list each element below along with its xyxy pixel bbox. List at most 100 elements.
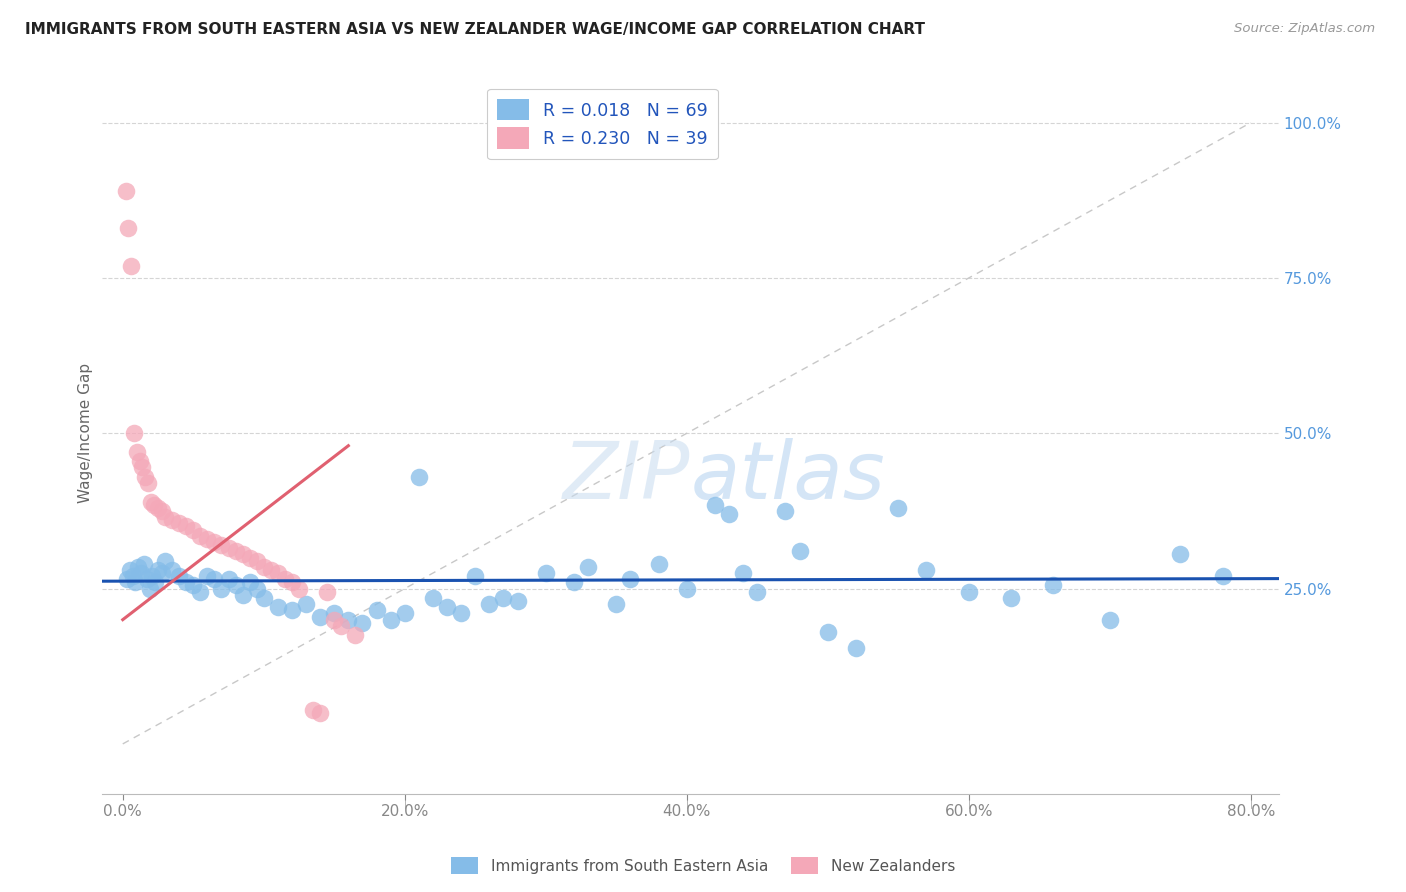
Point	[309, 609, 332, 624]
Point	[309, 706, 332, 720]
Point	[789, 544, 811, 558]
Point	[887, 500, 910, 515]
Point	[253, 591, 276, 605]
Point	[316, 584, 339, 599]
Point	[288, 582, 311, 596]
Point	[143, 575, 166, 590]
Point	[422, 591, 444, 605]
Point	[267, 600, 290, 615]
Point	[464, 569, 486, 583]
Point	[195, 532, 218, 546]
Point	[160, 513, 183, 527]
Point	[225, 578, 247, 592]
Point	[146, 563, 169, 577]
Point	[239, 550, 262, 565]
Point	[450, 607, 472, 621]
Point	[218, 572, 240, 586]
Point	[436, 600, 458, 615]
Point	[408, 470, 430, 484]
Point	[132, 557, 155, 571]
Point	[136, 475, 159, 490]
Point	[118, 563, 141, 577]
Point	[195, 569, 218, 583]
Point	[281, 575, 304, 590]
Point	[188, 584, 211, 599]
Point	[141, 569, 163, 583]
Point	[142, 498, 165, 512]
Point	[817, 625, 839, 640]
Point	[718, 507, 741, 521]
Point	[246, 554, 269, 568]
Point	[218, 541, 240, 556]
Legend: R = 0.018   N = 69, R = 0.230   N = 39: R = 0.018 N = 69, R = 0.230 N = 39	[486, 89, 717, 159]
Point	[135, 572, 157, 586]
Point	[202, 535, 225, 549]
Point	[150, 566, 173, 580]
Point	[394, 607, 416, 621]
Point	[845, 640, 868, 655]
Point	[121, 569, 143, 583]
Y-axis label: Wage/Income Gap: Wage/Income Gap	[79, 363, 93, 503]
Point	[174, 519, 197, 533]
Point	[915, 563, 938, 577]
Point	[330, 619, 353, 633]
Point	[274, 572, 297, 586]
Point	[125, 445, 148, 459]
Point	[267, 566, 290, 580]
Point	[153, 554, 176, 568]
Point	[344, 628, 367, 642]
Point	[747, 584, 769, 599]
Point	[675, 582, 697, 596]
Point	[124, 575, 146, 590]
Point	[181, 523, 204, 537]
Point	[127, 559, 149, 574]
Point	[733, 566, 755, 580]
Point	[150, 504, 173, 518]
Point	[323, 607, 346, 621]
Point	[1000, 591, 1022, 605]
Point	[232, 548, 254, 562]
Text: IMMIGRANTS FROM SOUTH EASTERN ASIA VS NEW ZEALANDER WAGE/INCOME GAP CORRELATION : IMMIGRANTS FROM SOUTH EASTERN ASIA VS NE…	[25, 22, 925, 37]
Point	[775, 504, 797, 518]
Point	[562, 575, 585, 590]
Point	[139, 494, 162, 508]
Point	[246, 582, 269, 596]
Point	[478, 597, 501, 611]
Point	[120, 259, 142, 273]
Point	[174, 575, 197, 590]
Point	[181, 578, 204, 592]
Point	[117, 221, 139, 235]
Point	[114, 184, 136, 198]
Point	[323, 613, 346, 627]
Point	[128, 454, 150, 468]
Point	[239, 575, 262, 590]
Point	[167, 569, 190, 583]
Point	[1168, 548, 1191, 562]
Point	[153, 510, 176, 524]
Point	[352, 615, 374, 630]
Point	[211, 538, 233, 552]
Point	[619, 572, 641, 586]
Point	[337, 613, 360, 627]
Point	[188, 529, 211, 543]
Point	[366, 603, 388, 617]
Point	[167, 516, 190, 531]
Point	[1212, 569, 1234, 583]
Point	[202, 572, 225, 586]
Point	[1098, 613, 1121, 627]
Point	[295, 597, 318, 611]
Point	[160, 563, 183, 577]
Point	[492, 591, 515, 605]
Point	[138, 582, 160, 596]
Point	[647, 557, 669, 571]
Text: Source: ZipAtlas.com: Source: ZipAtlas.com	[1234, 22, 1375, 36]
Point	[703, 498, 725, 512]
Point	[605, 597, 627, 611]
Point	[232, 588, 254, 602]
Text: atlas: atlas	[690, 438, 884, 516]
Text: ZIP: ZIP	[562, 438, 690, 516]
Legend: Immigrants from South Eastern Asia, New Zealanders: Immigrants from South Eastern Asia, New …	[444, 851, 962, 880]
Point	[131, 460, 153, 475]
Point	[225, 544, 247, 558]
Point	[211, 582, 233, 596]
